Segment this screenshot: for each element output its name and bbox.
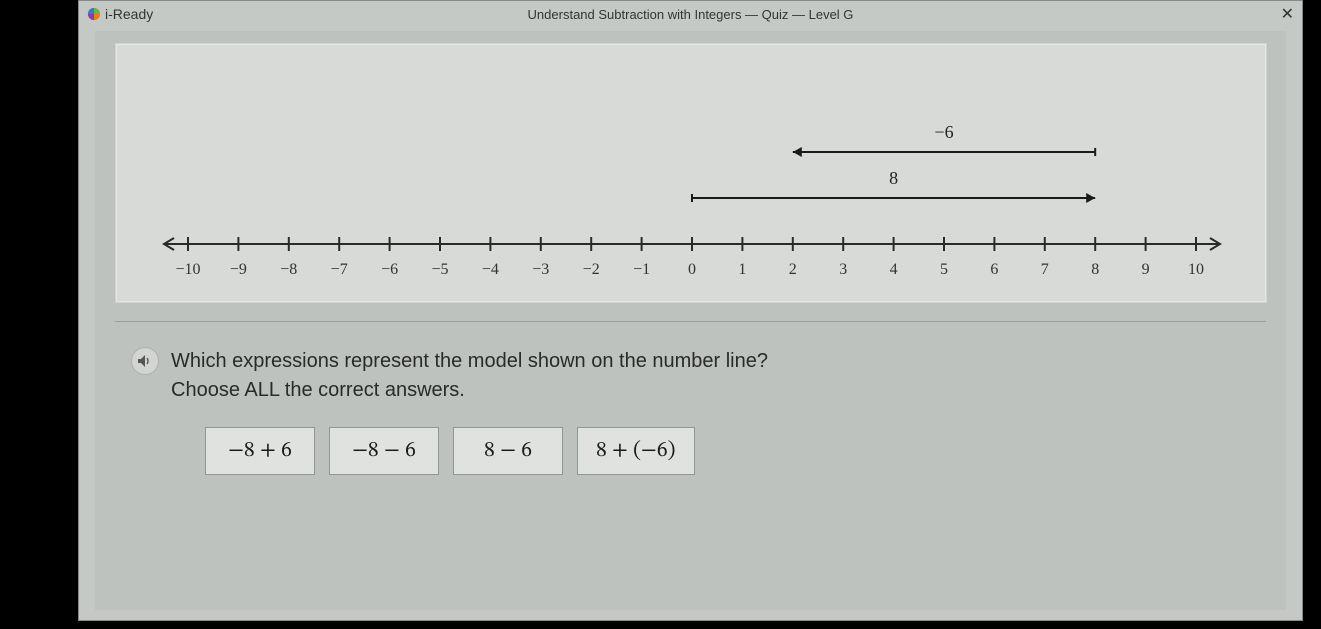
svg-text:−1: −1 xyxy=(633,261,650,278)
svg-text:4: 4 xyxy=(890,261,898,278)
svg-text:6: 6 xyxy=(990,261,998,278)
app-header: i-Ready Understand Subtraction with Inte… xyxy=(79,1,1302,27)
svg-text:−10: −10 xyxy=(175,261,200,278)
number-line-svg: −10−9−8−7−6−5−4−3−2−10123456789108−6 xyxy=(116,44,1268,304)
svg-text:−6: −6 xyxy=(381,261,398,278)
svg-text:2: 2 xyxy=(789,261,797,278)
svg-text:8: 8 xyxy=(889,168,898,188)
svg-text:−2: −2 xyxy=(583,261,600,278)
question-text: Which expressions represent the model sh… xyxy=(171,347,768,405)
svg-text:7: 7 xyxy=(1041,261,1049,278)
choice-3[interactable]: 8 + (−6) xyxy=(577,427,695,475)
svg-text:−4: −4 xyxy=(482,261,499,278)
svg-text:10: 10 xyxy=(1188,261,1204,278)
number-line-diagram: −10−9−8−7−6−5−4−3−2−10123456789108−6 xyxy=(115,43,1267,303)
choice-1[interactable]: −8 − 6 xyxy=(329,427,439,475)
answer-choices: −8 + 6 −8 − 6 8 − 6 8 + (−6) xyxy=(205,427,695,475)
choice-0[interactable]: −8 + 6 xyxy=(205,427,315,475)
svg-text:−7: −7 xyxy=(331,261,348,278)
content-area: −10−9−8−7−6−5−4−3−2−10123456789108−6 Whi… xyxy=(95,31,1286,610)
svg-text:−9: −9 xyxy=(230,261,247,278)
svg-text:3: 3 xyxy=(839,261,847,278)
choice-2[interactable]: 8 − 6 xyxy=(453,427,563,475)
svg-text:0: 0 xyxy=(688,261,696,278)
svg-text:9: 9 xyxy=(1142,261,1150,278)
question-row: Which expressions represent the model sh… xyxy=(131,347,768,405)
svg-text:8: 8 xyxy=(1091,261,1099,278)
question-line-2: Choose ALL the correct answers. xyxy=(171,376,768,405)
question-line-1: Which expressions represent the model sh… xyxy=(171,347,768,376)
svg-text:−5: −5 xyxy=(431,261,448,278)
svg-text:−3: −3 xyxy=(532,261,549,278)
svg-text:1: 1 xyxy=(738,261,746,278)
divider xyxy=(115,321,1266,322)
speaker-icon[interactable] xyxy=(131,347,159,375)
svg-text:5: 5 xyxy=(940,261,948,278)
svg-text:−6: −6 xyxy=(934,122,953,142)
svg-text:−8: −8 xyxy=(280,261,297,278)
page-title: Understand Subtraction with Integers — Q… xyxy=(79,7,1302,22)
